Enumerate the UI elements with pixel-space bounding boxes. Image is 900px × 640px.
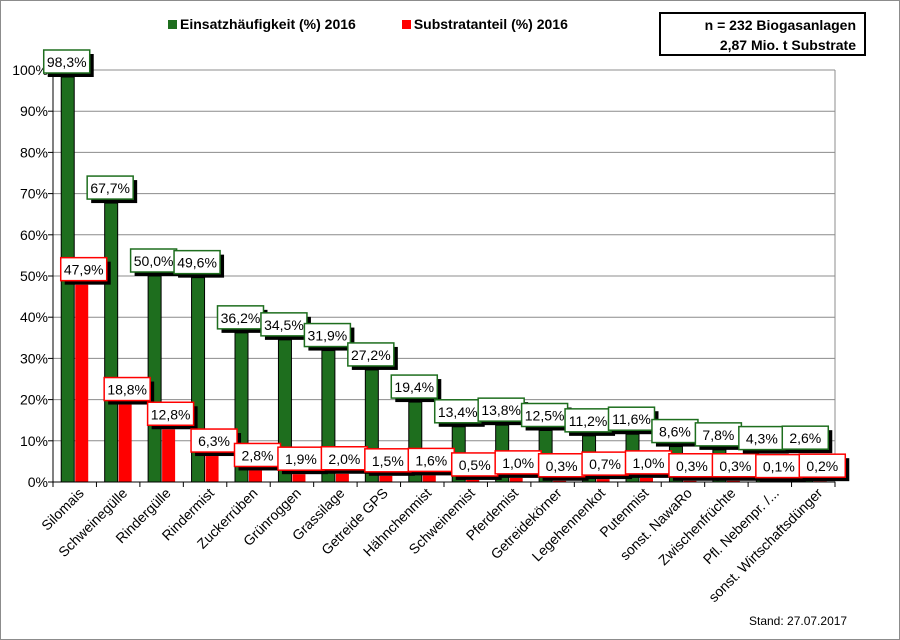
bar-substrat-9 (466, 479, 480, 482)
bar-substrat-10 (509, 477, 523, 482)
data-label-substrat-4: 2,8% (242, 447, 274, 463)
y-tick-label: 50% (20, 268, 48, 284)
bar-substrat-0 (75, 284, 89, 482)
data-label-einsatz-17-box (781, 425, 830, 450)
y-tick-label: 100% (12, 62, 48, 78)
data-label-einsatz-14: 8,6% (659, 424, 691, 440)
data-label-substrat-9: 0,5% (459, 457, 491, 473)
x-tick-label: Pfl. Nebenpr. /... (700, 485, 782, 567)
data-label-einsatz-17: 2,6% (789, 430, 821, 446)
data-label-substrat-3-box (190, 428, 238, 453)
data-label-einsatz-1-box (86, 175, 134, 200)
bar-substrat-1 (118, 404, 132, 482)
bar-substrat-5 (292, 474, 306, 482)
data-label-einsatz-8: 19,4% (394, 379, 434, 395)
data-label-substrat-5: 1,9% (285, 451, 317, 467)
bar-substrat-12 (596, 479, 610, 482)
y-tick-label: 10% (20, 433, 48, 449)
data-label-einsatz-13: 11,6% (612, 411, 651, 427)
bar-substrat-13 (640, 477, 653, 482)
data-label-substrat-7: 1,5% (372, 453, 404, 469)
bar-substrat-14 (683, 480, 697, 482)
data-label-einsatz-8-box (390, 374, 439, 399)
bar-substrat-15 (726, 480, 740, 482)
bar-substrat-11 (553, 480, 567, 482)
data-label-substrat-8: 1,6% (415, 452, 447, 468)
data-label-einsatz-7: 27,2% (351, 347, 391, 363)
data-label-einsatz-2: 50,0% (134, 253, 174, 269)
legend-swatch-substrat (401, 19, 411, 29)
data-label-substrat-14: 0,3% (676, 458, 708, 474)
data-label-einsatz-7-box (347, 342, 395, 367)
data-label-einsatz-10: 13,8% (481, 402, 521, 418)
legend-item-substrat: Substratanteil (%) 2016 (401, 16, 568, 32)
legend-label-einsatz: Einsatzhäufigkeit (%) 2016 (180, 16, 356, 32)
data-label-einsatz-9: 13,4% (438, 404, 478, 420)
data-label-einsatz-15: 7,8% (702, 427, 734, 443)
data-label-substrat-17-box (798, 453, 847, 478)
data-label-substrat-0-box (59, 256, 108, 282)
bar-substrat-2 (162, 429, 176, 482)
legend-item-einsatz: Einsatzhäufigkeit (%) 2016 (168, 16, 356, 32)
data-label-substrat-11: 0,3% (546, 458, 578, 474)
data-label-substrat-12: 0,7% (589, 456, 621, 472)
data-label-substrat-1: 18,8% (107, 382, 147, 398)
y-tick-label: 0% (28, 474, 48, 490)
y-tick-label: 20% (20, 392, 48, 408)
sample-info-box: n = 232 Biogasanlagen 2,87 Mio. t Substr… (659, 12, 866, 56)
sample-count: n = 232 Biogasanlagen (704, 17, 856, 33)
data-label-einsatz-16: 4,3% (746, 431, 778, 447)
data-label-substrat-1-box (103, 376, 151, 402)
y-tick-label: 80% (20, 144, 48, 160)
data-label-substrat-2: 12,8% (151, 406, 191, 422)
data-label-einsatz-4: 36,2% (221, 310, 261, 326)
substrate-amount: 2,87 Mio. t Substrate (719, 37, 856, 53)
data-label-substrat-15: 0,3% (719, 458, 751, 474)
data-label-einsatz-12: 11,2% (569, 413, 608, 429)
data-label-einsatz-11: 12,5% (525, 408, 565, 424)
bar-substrat-3 (205, 456, 219, 482)
data-label-einsatz-1: 67,7% (90, 180, 130, 196)
stand-date: Stand: 27.07.2017 (749, 614, 848, 628)
legend: Einsatzhäufigkeit (%) 2016 Substratantei… (168, 14, 614, 34)
bar-einsatz-1 (104, 202, 119, 483)
data-label-substrat-13: 1,0% (633, 455, 665, 471)
bar-substrat-4 (249, 470, 262, 482)
bar-substrat-8 (422, 475, 436, 482)
bar-substrat-7 (379, 475, 393, 482)
data-label-substrat-6: 2,0% (328, 451, 360, 467)
data-label-substrat-0: 47,9% (64, 262, 104, 278)
bar-substrat-6 (335, 473, 349, 482)
data-label-einsatz-13-box (607, 406, 656, 431)
data-label-einsatz-6-box (303, 322, 352, 348)
data-label-substrat-3: 6,3% (198, 433, 230, 449)
data-label-substrat-10: 1,0% (502, 455, 534, 471)
data-label-substrat-16: 0,1% (763, 459, 795, 475)
y-tick-label: 60% (20, 227, 48, 243)
y-tick-label: 40% (20, 309, 48, 325)
data-label-einsatz-3-box (173, 249, 221, 275)
data-label-einsatz-0: 98,3% (47, 54, 87, 70)
y-tick-label: 70% (20, 186, 48, 202)
data-label-einsatz-3: 49,6% (177, 255, 217, 271)
y-tick-label: 30% (20, 350, 48, 366)
data-label-substrat-17: 0,2% (806, 458, 838, 474)
data-label-substrat-2-box (146, 401, 195, 427)
data-label-einsatz-5: 34,5% (264, 317, 304, 333)
data-label-einsatz-0-box (42, 49, 91, 74)
legend-label-substrat: Substratanteil (%) 2016 (413, 16, 568, 32)
y-tick-label: 90% (20, 103, 48, 119)
x-tick-label: Zwischenfrüchte (655, 485, 739, 569)
data-label-einsatz-6: 31,9% (308, 328, 348, 344)
legend-swatch-einsatz (168, 19, 177, 29)
